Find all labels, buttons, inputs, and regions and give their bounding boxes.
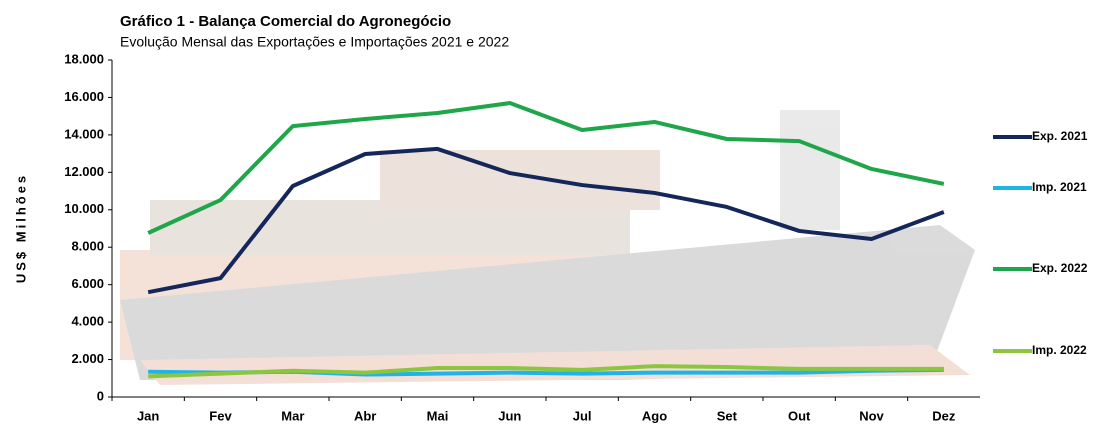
y-tick-label: 18.000 (64, 51, 104, 66)
y-axis-label: US$ Milhões (13, 173, 28, 283)
y-tick-label: 4.000 (71, 314, 104, 329)
series-line (148, 364, 944, 379)
y-tick-label: 16.000 (64, 89, 104, 104)
x-tick-label: Nov (859, 408, 884, 423)
x-tick-label: Jun (498, 408, 521, 423)
chart-title: Gráfico 1 - Balança Comercial do Agroneg… (120, 13, 451, 30)
x-tick-label: Dez (932, 408, 956, 423)
y-tick-label: 2.000 (71, 351, 104, 366)
x-tick-label: Mar (281, 408, 304, 423)
series-line (147, 101, 945, 235)
y-tick-label: 6.000 (71, 276, 104, 291)
x-tick-label: Jul (573, 408, 592, 423)
legend-label: Exp. 2021 (1032, 129, 1088, 143)
legend-label: Imp. 2021 (1032, 180, 1087, 194)
y-tick-label: 0 (97, 388, 104, 403)
legend-label: Imp. 2022 (1032, 343, 1087, 357)
x-tick-label: Abr (354, 408, 376, 423)
x-tick-label: Fev (209, 408, 232, 423)
x-tick-label: Ago (642, 408, 667, 423)
background-ship (120, 110, 975, 385)
y-tick-label: 8.000 (71, 239, 104, 254)
legend-label: Exp. 2022 (1032, 261, 1088, 275)
x-tick-label: Set (717, 408, 738, 423)
y-tick-label: 12.000 (64, 164, 104, 179)
chart-subtitle: Evolução Mensal das Exportações e Import… (120, 34, 509, 50)
y-tick-label: 10.000 (64, 201, 104, 216)
x-tick-label: Jan (137, 408, 159, 423)
y-tick-label: 14.000 (64, 126, 104, 141)
x-tick-label: Mai (427, 408, 449, 423)
x-tick-label: Out (788, 408, 811, 423)
series-line (147, 146, 945, 295)
